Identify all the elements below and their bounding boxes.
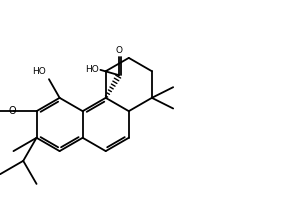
Text: HO: HO — [32, 67, 46, 76]
Text: HO: HO — [85, 65, 99, 74]
Text: O: O — [115, 46, 123, 55]
Text: O: O — [9, 106, 16, 116]
